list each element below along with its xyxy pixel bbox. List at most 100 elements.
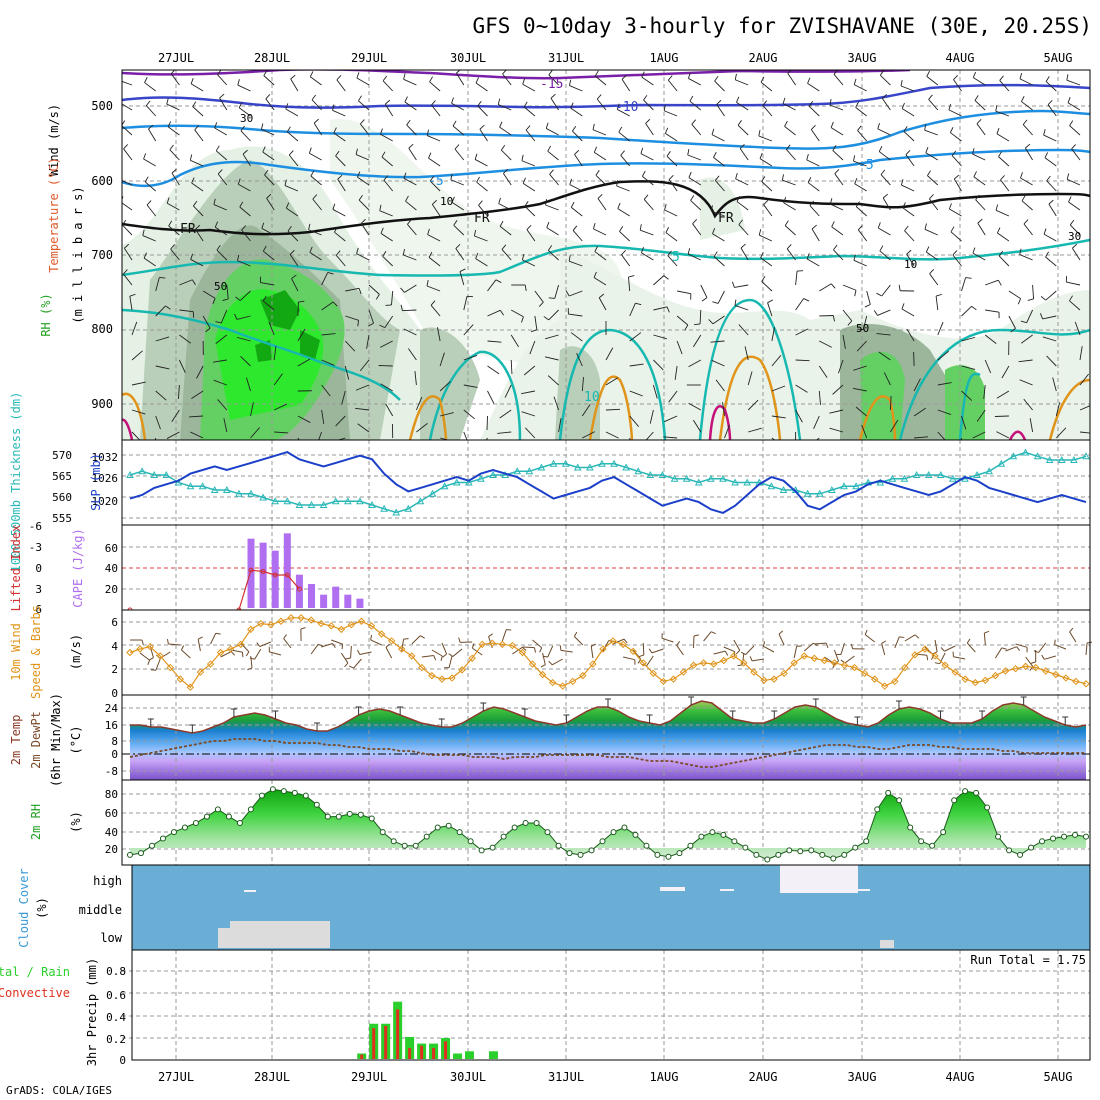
svg-text:6: 6: [111, 616, 118, 629]
wind10m-barb: [220, 651, 232, 658]
rh-point: [181, 824, 188, 831]
contour-label-fr3: FR: [718, 211, 734, 226]
upper-barb: [431, 104, 441, 117]
upper-barb: [961, 415, 967, 430]
wind10m-barb: [512, 646, 523, 655]
upper-barb: [787, 73, 796, 86]
upper-barb: [544, 356, 559, 361]
wind10m-point: [740, 659, 748, 667]
upper-barb: [321, 409, 325, 424]
upper-barb: [1025, 147, 1033, 161]
upper-barb: [321, 272, 329, 286]
cape-bar: [344, 594, 352, 608]
upper-barb: [332, 109, 346, 117]
upper-barb: [999, 80, 1010, 92]
date-bottom-3AUG: 3AUG: [848, 1070, 877, 1084]
wind10m-point: [770, 675, 778, 683]
thickness-point: [779, 485, 788, 493]
upper-barb: [408, 348, 417, 361]
cloud-high-block: [780, 865, 858, 893]
upper-barb: [263, 300, 275, 311]
thickness-point: [828, 485, 836, 493]
svg-text:1020: 1020: [92, 495, 119, 508]
upper-barb: [265, 98, 275, 111]
upper-barb: [913, 407, 926, 417]
upper-barb: [901, 184, 915, 192]
upper-barb: [782, 103, 796, 111]
wind10m-point: [498, 640, 507, 649]
upper-barb: [906, 253, 915, 267]
wind10m-point: [236, 640, 245, 649]
dates-top: 27JUL 28JUL 29JUL 30JUL 31JUL 1AUG 2AUG 3AUG 4AU…: [158, 51, 1073, 65]
upper-barb: [1045, 256, 1057, 267]
upper-barb: [463, 296, 468, 311]
wind10m-point: [961, 675, 969, 683]
upper-barb: [318, 431, 323, 440]
upper-barb: [129, 296, 133, 311]
upper-barb: [382, 255, 394, 267]
upper-barb: [786, 248, 796, 261]
wind10m-barb: [752, 658, 765, 662]
upper-barb: [429, 81, 441, 92]
upper-barb: [711, 210, 725, 217]
rh-point: [324, 813, 331, 820]
rh-point: [852, 844, 859, 851]
wind10m-point: [689, 661, 698, 669]
upper-barb: [287, 230, 299, 242]
upper-barb: [522, 259, 536, 267]
date-top-29JUL: 29JUL: [351, 51, 387, 65]
upper-barb: [145, 105, 157, 117]
thickness-point: [452, 478, 461, 486]
wind10-unit: (m/s): [69, 634, 83, 670]
upper-barb: [335, 155, 346, 167]
precip-total-bar: [488, 1051, 498, 1059]
upper-barb: [289, 254, 299, 267]
upper-barb: [337, 437, 346, 440]
upper-barb: [262, 151, 275, 161]
upper-barb: [927, 175, 939, 186]
upper-barb: [196, 365, 204, 379]
footer-credit: GrADS: COLA/IGES: [6, 1084, 112, 1097]
upper-barb: [202, 290, 216, 299]
contour-minus5: [122, 148, 1090, 188]
upper-barb: [171, 409, 180, 422]
upper-barb: [122, 180, 133, 186]
thickness-point: [283, 497, 292, 505]
upper-barb: [842, 309, 853, 322]
upper-barb: [241, 229, 251, 242]
upper-barb: [734, 305, 749, 311]
upper-barb: [358, 100, 370, 111]
upper-barb: [855, 107, 867, 117]
upper-barb: [167, 126, 180, 136]
upper-barb: [553, 396, 560, 411]
wind10m-barb: [310, 643, 319, 655]
upper-barb: [572, 230, 583, 242]
wind10m-point: [1001, 667, 1010, 675]
cape-panel: -6 -3 0 3 6 60 40 20 Lifted Index CAPE (…: [9, 520, 1091, 627]
thickness-point: [428, 489, 437, 497]
upper-barb: [341, 390, 346, 405]
upper-barb: [1055, 402, 1061, 417]
rh-point: [346, 810, 353, 817]
rh-point: [907, 824, 914, 831]
rh-point: [819, 851, 826, 858]
wind10m-point: [508, 641, 517, 650]
rh-point: [1006, 847, 1013, 854]
wind10m-point: [971, 678, 980, 687]
wind10m-point: [528, 660, 537, 668]
wind10m-barb: [1005, 646, 1017, 652]
wind10m-barb: [939, 652, 946, 664]
wind10m-barb: [551, 658, 563, 666]
upper-barb: [1045, 290, 1057, 301]
upper-barb: [380, 340, 393, 348]
upper-barb: [688, 402, 702, 411]
rh-point: [1050, 835, 1057, 842]
upper-barb: [593, 277, 607, 286]
svg-text:(m i l l i b a r s): (m i l l i b a r s): [71, 186, 85, 323]
thickness-point: [852, 482, 860, 490]
wind10m-point: [860, 669, 869, 678]
upper-barb: [1019, 78, 1033, 86]
upper-barb: [1067, 102, 1081, 111]
precip-convective-bar: [420, 1045, 424, 1059]
wind10m-barb: [370, 639, 382, 646]
